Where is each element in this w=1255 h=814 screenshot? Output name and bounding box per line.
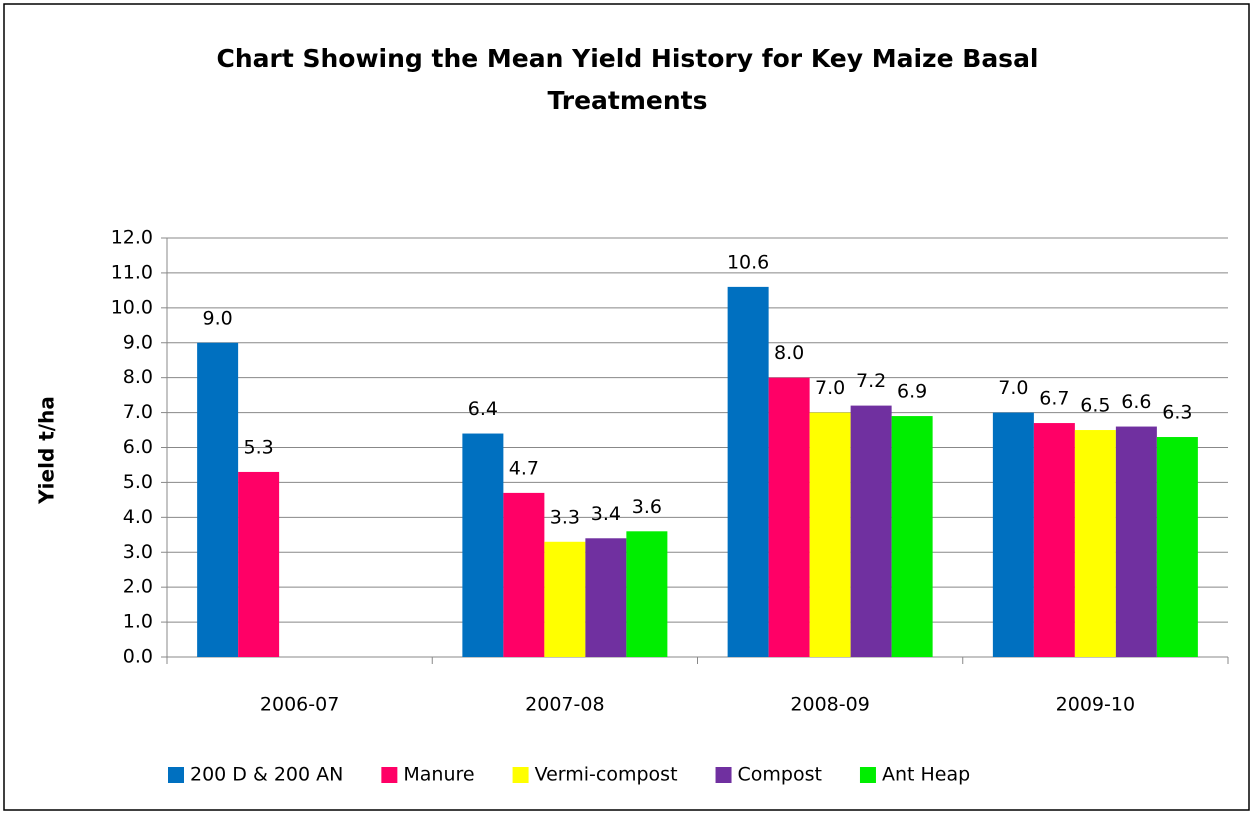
y-tick-label: 5.0 [123, 471, 153, 493]
x-tick-label: 2009-10 [1056, 694, 1135, 716]
bar [809, 412, 851, 657]
value-label: 3.4 [591, 503, 621, 525]
bar [197, 342, 239, 657]
y-tick-label: 12.0 [111, 227, 153, 249]
bar [238, 471, 280, 657]
chart-title: Chart Showing the Mean Yield History for… [216, 44, 1039, 115]
value-label: 6.6 [1121, 391, 1151, 413]
bar [891, 416, 933, 657]
y-tick-label: 1.0 [123, 611, 153, 633]
value-label: 7.2 [856, 370, 886, 392]
value-label: 6.7 [1039, 388, 1069, 410]
bar [585, 538, 627, 657]
value-label: 10.6 [727, 251, 769, 273]
value-label: 5.3 [244, 436, 274, 458]
bar [727, 286, 769, 657]
title-box: Chart Showing the Mean Yield History for… [0, 38, 1255, 122]
y-tick-label: 10.0 [111, 296, 153, 318]
legend-swatch [168, 767, 184, 783]
y-tick-label: 9.0 [123, 331, 153, 353]
bar [1074, 430, 1116, 657]
value-label: 3.6 [632, 496, 662, 518]
y-axis-label: Yield t/ha [35, 396, 59, 505]
legend-swatch [715, 767, 732, 783]
value-label: 9.0 [203, 307, 233, 329]
bar [768, 377, 810, 657]
y-tick-label: 6.0 [123, 436, 153, 458]
value-label: 6.3 [1162, 402, 1192, 424]
legend-label: Vermi-compost [535, 764, 678, 786]
x-tick-label: 2006-07 [260, 694, 339, 716]
x-tick-label: 2007-08 [525, 694, 604, 716]
bar [462, 433, 504, 657]
bar [850, 405, 892, 657]
bar [503, 492, 545, 657]
y-tick-label: 4.0 [123, 506, 153, 528]
chart-border [3, 3, 1250, 811]
value-label: 6.9 [897, 381, 927, 403]
bar [992, 412, 1034, 657]
value-label: 8.0 [774, 342, 804, 364]
y-tick-label: 11.0 [111, 261, 153, 283]
legend-swatch [512, 767, 529, 783]
value-label: 7.0 [815, 377, 845, 399]
x-tick-label: 2008-09 [790, 694, 869, 716]
bar [1115, 426, 1157, 657]
bar [626, 531, 668, 657]
legend-swatch [381, 767, 398, 783]
y-tick-label: 0.0 [123, 646, 153, 668]
value-label: 4.7 [509, 457, 539, 479]
value-label: 7.0 [998, 377, 1028, 399]
legend-label: Ant Heap [882, 764, 970, 786]
legend-label: Compost [738, 764, 822, 786]
legend-swatch [859, 767, 876, 783]
value-label: 6.4 [468, 398, 498, 420]
legend-label: Manure [403, 764, 474, 786]
legend-label: 200 D & 200 AN [190, 764, 343, 786]
y-tick-label: 3.0 [123, 541, 153, 563]
value-label: 6.5 [1080, 395, 1110, 417]
y-tick-label: 7.0 [123, 401, 153, 423]
value-label: 3.3 [550, 506, 580, 528]
bar [1033, 423, 1075, 657]
bar [1156, 437, 1198, 657]
y-tick-label: 2.0 [123, 576, 153, 598]
bar [544, 541, 586, 657]
y-tick-label: 8.0 [123, 366, 153, 388]
